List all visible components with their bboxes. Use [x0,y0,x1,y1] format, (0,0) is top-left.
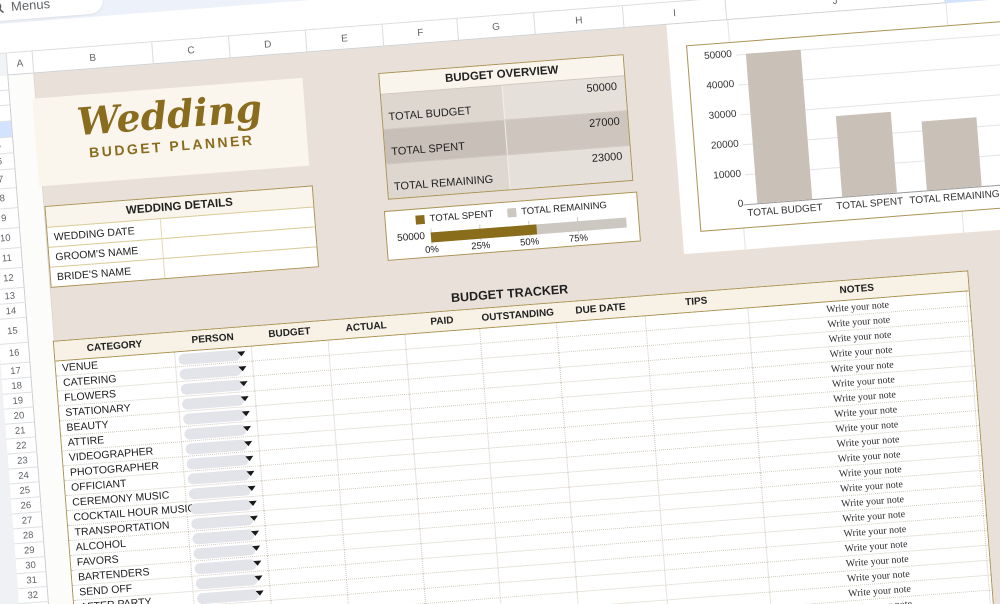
dropdown-arrow-icon[interactable] [253,560,262,567]
chart-bar-total-remaining [921,117,982,191]
legend-swatch-icon [415,214,426,225]
dropdown-arrow-icon[interactable] [237,351,246,357]
chart-bar-total-spent [835,111,897,197]
chart-ytick-label: 50000 [703,48,733,62]
chart-ytick-label: 0 [737,198,744,210]
chart-ytick-label: 40000 [706,78,735,92]
dropdown-arrow-icon[interactable] [248,500,258,507]
chart-xtick-label: TOTAL BUDGET [747,202,824,220]
row-header-8[interactable]: 8 [0,188,18,211]
dropdown-arrow-icon[interactable] [246,470,255,477]
dropdown-arrow-icon[interactable] [244,440,253,447]
progress-tick-label: 75% [568,232,589,245]
dropdown-arrow-icon[interactable] [251,530,260,537]
dropdown-arrow-icon[interactable] [252,545,261,552]
row-header-10[interactable]: 10 [0,228,21,251]
dropdown-arrow-icon[interactable] [255,590,264,596]
dropdown-arrow-icon[interactable] [240,395,250,402]
dropdown-arrow-icon[interactable] [247,485,256,492]
spent-remaining-progress-chart: TOTAL SPENT TOTAL REMAINING 50000 0% 25% 50… [383,191,641,261]
toolbar-band: Menus [0,0,1000,26]
dropdown-arrow-icon[interactable] [242,425,252,432]
row-header-9[interactable]: 9 [0,208,20,231]
dropdown-arrow-icon[interactable] [245,455,254,462]
row-header-16[interactable]: 16 [0,342,30,365]
dropdown-arrow-icon[interactable] [239,381,248,387]
row-header-7[interactable]: 7 [0,169,17,191]
progress-axis-label: 50000 [396,230,426,245]
row-header-12[interactable]: 12 [0,267,24,291]
search-icon [0,1,5,14]
dropdown-arrow-icon[interactable] [249,515,259,522]
dropdown-arrow-icon[interactable] [241,410,251,417]
legend-swatch-icon [506,207,517,218]
chart-ytick-label: 30000 [708,108,737,122]
legend-item: TOTAL REMAINING [506,200,607,219]
menus-search-label: Menus [10,0,51,15]
row-header-15[interactable]: 15 [0,317,28,345]
budget-overview-table: BUDGET OVERVIEW TOTAL BUDGET 50000 TOTAL S… [378,54,634,200]
dropdown-arrow-icon[interactable] [238,366,247,372]
progress-tick-label: 0% [424,243,440,256]
chart-xtick-label: TOTAL SPENT [835,196,904,213]
row-header-11[interactable]: 11 [0,248,23,271]
menus-search-box[interactable]: Menus [0,0,104,23]
column-header-a[interactable]: A [6,51,35,76]
progress-tick-label: 25% [470,239,491,253]
progress-tick-label: 50% [519,236,540,249]
chart-bar-total-budget [745,49,813,204]
budget-bar-chart[interactable]: 50000 40000 30000 20000 10000 0 TOTAL BUDGET TO… [686,15,1000,232]
title-card: Wedding BUDGET PLANNER [32,77,310,187]
chart-ytick-label: 20000 [710,138,740,152]
chart-ytick-label: 10000 [712,168,742,182]
dropdown-arrow-icon[interactable] [254,575,263,582]
legend-item: TOTAL SPENT [415,209,494,226]
wedding-details-table: WEDDING DETAILS WEDDING DATE GROOM'S NAME… [44,185,319,288]
